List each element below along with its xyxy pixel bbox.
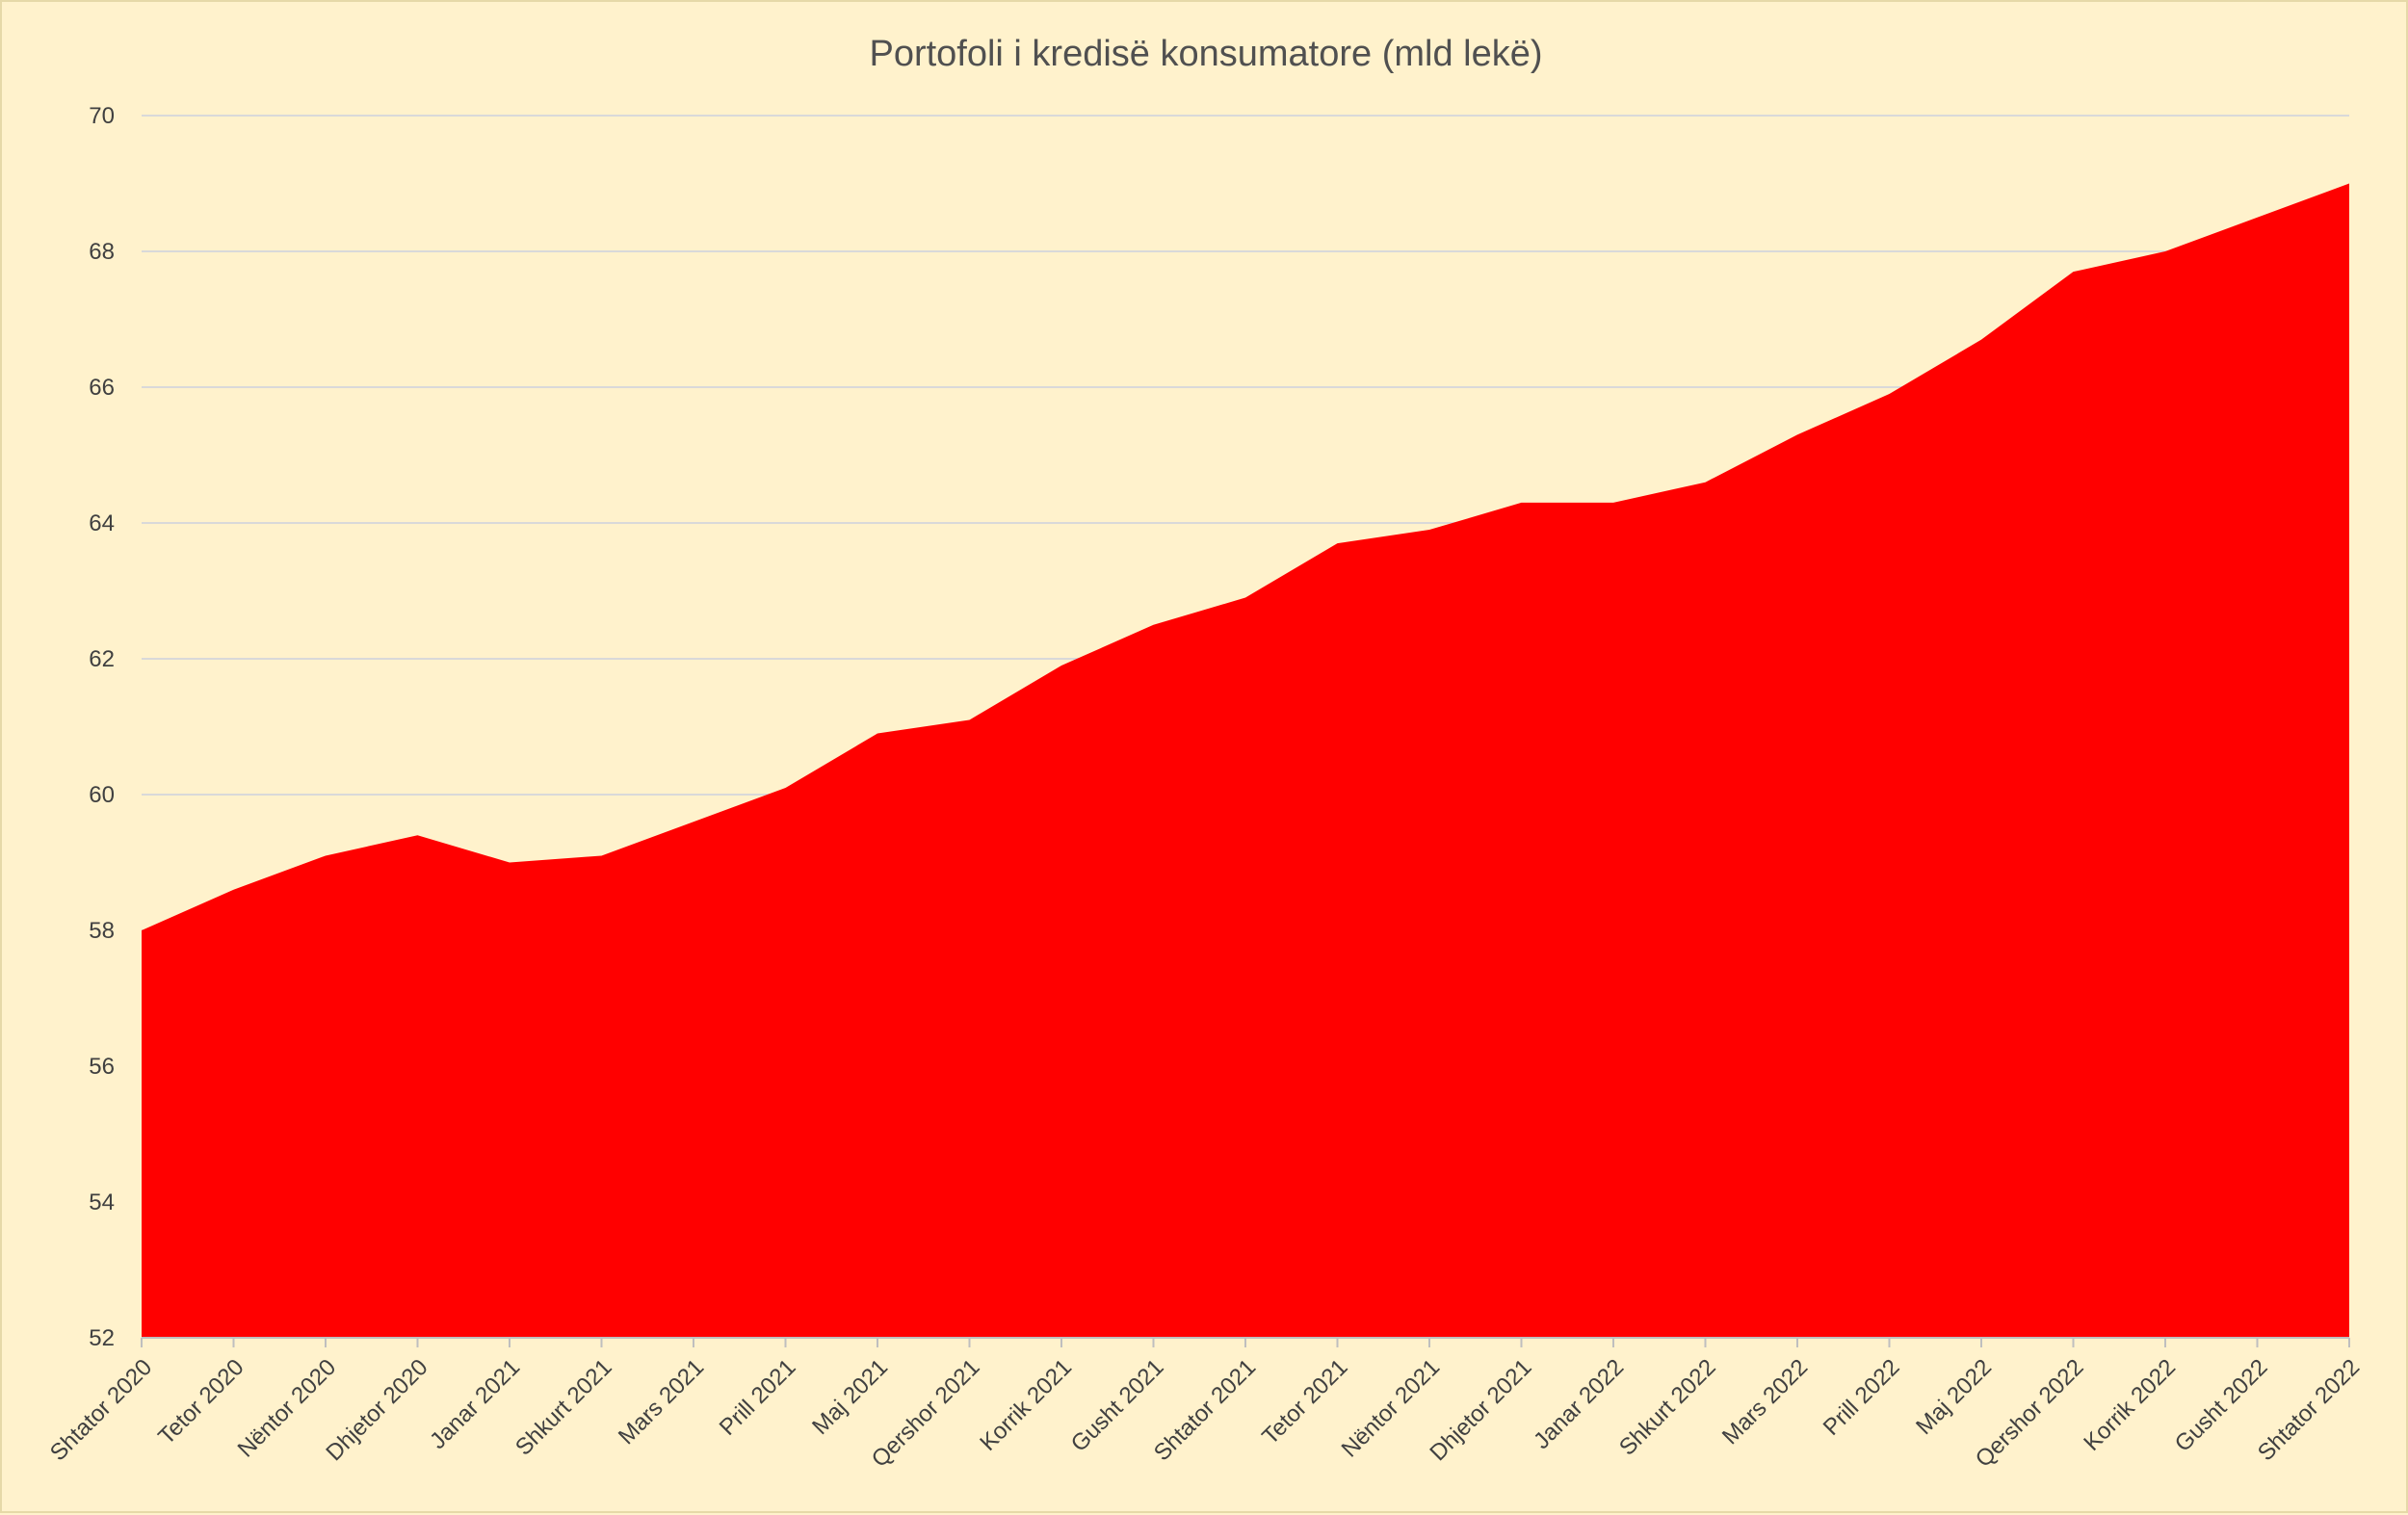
x-tick-label: Janar 2021 xyxy=(425,1354,525,1454)
x-tick-label: Korrik 2022 xyxy=(2079,1354,2181,1456)
x-tick-label: Maj 2021 xyxy=(807,1354,893,1440)
x-tick-label: Gusht 2022 xyxy=(2170,1354,2273,1457)
x-tick-label: Janar 2022 xyxy=(1529,1354,1629,1454)
y-axis-labels: 52 54 56 58 60 62 64 66 68 70 xyxy=(89,103,115,1351)
y-tick-label: 60 xyxy=(89,782,115,808)
x-tick-label: Prill 2021 xyxy=(715,1354,801,1441)
x-tick-label: Tetor 2021 xyxy=(1257,1354,1352,1450)
x-tick-label: Mars 2022 xyxy=(1717,1354,1813,1450)
x-tick-label: Shkurt 2021 xyxy=(510,1354,617,1461)
y-tick-label: 68 xyxy=(89,239,115,265)
area-fill xyxy=(142,183,2349,1338)
y-tick-label: 58 xyxy=(89,918,115,944)
y-tick-label: 70 xyxy=(89,103,115,129)
x-tick-label: Shkurt 2022 xyxy=(1614,1354,1721,1461)
y-tick-label: 64 xyxy=(89,510,115,536)
y-tick-label: 56 xyxy=(89,1054,115,1080)
x-tick-label: Tetor 2020 xyxy=(153,1354,249,1450)
y-tick-label: 66 xyxy=(89,375,115,401)
x-tick-label: Prill 2022 xyxy=(1819,1354,1905,1441)
x-axis xyxy=(141,1337,2350,1347)
chart-title: Portofoli i kredisë konsumatore (mld lek… xyxy=(869,34,1542,74)
x-tick-label: Maj 2022 xyxy=(1911,1354,1997,1440)
x-tick-label: Shtator 2020 xyxy=(45,1354,157,1466)
y-tick-label: 52 xyxy=(89,1325,115,1351)
x-tick-label: Korrik 2021 xyxy=(975,1354,1077,1456)
x-tick-label: Mars 2021 xyxy=(614,1354,709,1450)
y-tick-label: 62 xyxy=(89,646,115,672)
area-series xyxy=(142,183,2349,1338)
x-tick-label: Gusht 2021 xyxy=(1066,1354,1169,1457)
y-tick-label: 54 xyxy=(89,1189,115,1215)
